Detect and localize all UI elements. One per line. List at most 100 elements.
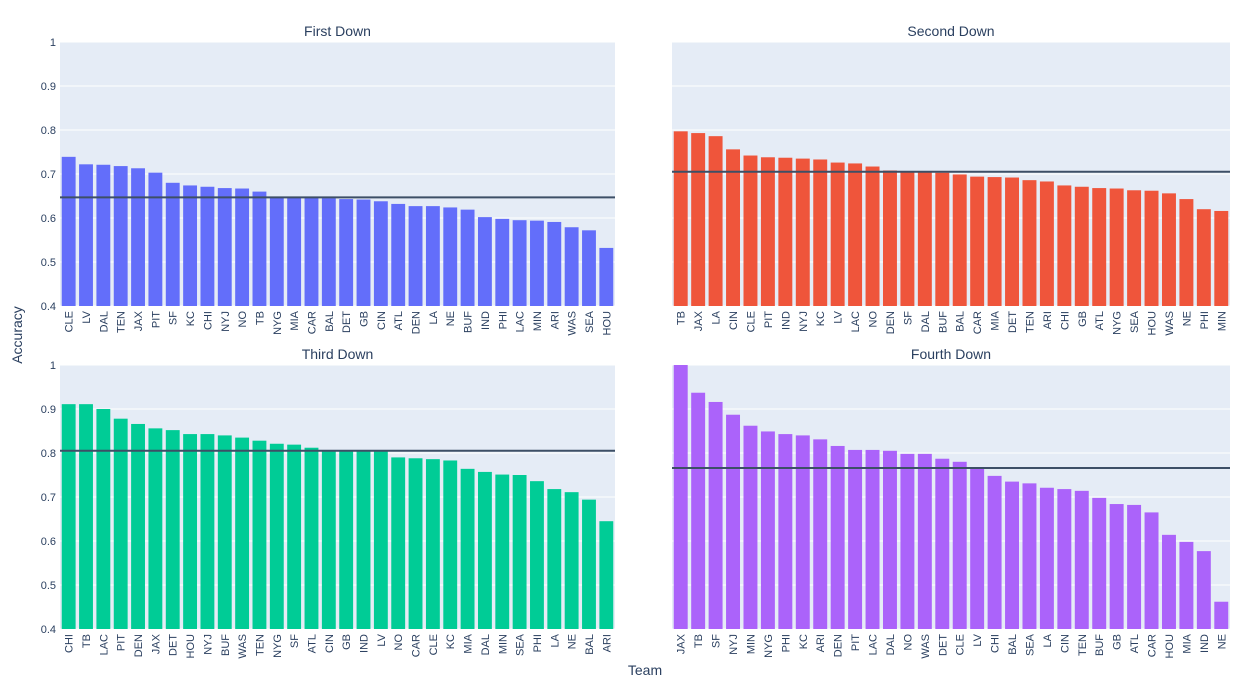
bar — [691, 133, 706, 306]
bar — [356, 199, 371, 306]
x-tick-label: NO — [902, 634, 914, 651]
bar — [252, 191, 267, 306]
x-tick-label: PHI — [532, 634, 544, 652]
bar — [165, 182, 180, 306]
x-tick-label: LAC — [515, 311, 527, 332]
bar — [1022, 483, 1037, 629]
bar — [96, 164, 111, 306]
bar — [795, 435, 810, 629]
bar — [865, 166, 880, 306]
x-tick-label: DEN — [885, 311, 897, 334]
bar — [778, 434, 793, 629]
x-tick-label: IND — [480, 311, 492, 330]
bar — [830, 445, 845, 629]
x-tick-label: BUF — [463, 311, 475, 333]
y-axis-label: Accuracy — [9, 306, 25, 364]
bar — [79, 404, 93, 629]
x-tick-label: DET — [341, 311, 353, 333]
x-tick-label: NYG — [763, 634, 775, 658]
x-tick-label: CIN — [728, 311, 740, 330]
bar — [339, 199, 354, 306]
bar — [848, 449, 863, 629]
bar — [113, 418, 128, 629]
bar — [148, 428, 163, 629]
bar — [1214, 210, 1229, 306]
x-tick-label: SEA — [1024, 633, 1036, 656]
x-tick-label: CIN — [1059, 634, 1071, 653]
x-tick-label: HOU — [1147, 311, 1159, 336]
x-tick-label: TB — [693, 634, 705, 648]
x-tick-label: NO — [237, 311, 249, 328]
x-tick-label: ATL — [393, 311, 405, 330]
x-tick-label: IND — [359, 634, 371, 653]
bar — [269, 196, 284, 306]
x-tick-label: ATL — [1094, 311, 1106, 330]
x-tick-label: PIT — [150, 311, 162, 328]
x-tick-label: TEN — [1077, 634, 1089, 656]
x-tick-label: MIA — [289, 310, 301, 330]
x-tick-label: TB — [81, 634, 93, 648]
y-tick-label: 0.5 — [41, 257, 56, 269]
bar — [373, 201, 388, 306]
x-tick-label: MIN — [1216, 311, 1228, 331]
x-tick-label: KC — [798, 634, 810, 649]
bar — [882, 170, 897, 306]
bar — [1039, 181, 1054, 306]
x-tick-label: IND — [1199, 634, 1211, 653]
bar — [477, 471, 492, 629]
bar — [373, 451, 388, 629]
x-tick-label: GB — [1077, 311, 1089, 327]
bar — [1161, 193, 1176, 306]
bar — [564, 227, 579, 306]
bar — [935, 458, 950, 629]
bar — [813, 439, 828, 629]
bar — [1109, 504, 1124, 629]
bar — [512, 220, 527, 306]
bar — [339, 450, 354, 629]
y-tick-label: 0.8 — [41, 125, 56, 137]
bar — [760, 157, 775, 306]
x-tick-label: SF — [902, 311, 914, 325]
bar — [131, 423, 145, 629]
bar — [425, 206, 440, 306]
x-tick-label: MIN — [497, 634, 509, 654]
x-tick-label: NYJ — [798, 311, 810, 332]
x-tick-label: WAS — [1164, 311, 1176, 336]
x-tick-label: CIN — [376, 311, 388, 330]
x-tick-label: BUF — [220, 634, 232, 656]
bar — [882, 450, 897, 629]
bar — [113, 166, 128, 306]
bar — [96, 409, 111, 629]
x-tick-label: WAS — [567, 311, 579, 336]
bar — [183, 185, 198, 306]
bar — [131, 168, 145, 306]
bar — [813, 159, 828, 306]
bar — [408, 206, 423, 306]
bar — [1039, 487, 1054, 629]
x-tick-label: SF — [289, 634, 301, 648]
bar — [252, 440, 267, 629]
x-tick-label: BUF — [937, 311, 949, 333]
x-tick-label: PIT — [850, 634, 862, 651]
x-tick-label: LV — [81, 310, 93, 323]
x-tick-label: CHI — [202, 311, 214, 330]
x-tick-label: ATL — [306, 634, 318, 653]
subplot-title: Second Down — [907, 23, 994, 39]
x-tick-label: BAL — [955, 311, 967, 332]
x-tick-label: ATL — [1129, 634, 1141, 653]
bar — [235, 437, 250, 629]
bar — [726, 149, 741, 306]
bar — [970, 467, 985, 629]
x-tick-label: CHI — [990, 634, 1002, 653]
bar — [547, 221, 562, 306]
bar — [848, 163, 863, 306]
bar — [443, 207, 458, 306]
x-tick-label: DAL — [480, 634, 492, 655]
bar — [726, 414, 741, 629]
bar — [1074, 186, 1089, 306]
bar — [547, 489, 562, 629]
x-tick-label: CAR — [411, 634, 423, 657]
bar — [148, 172, 163, 306]
bar — [1022, 180, 1037, 306]
